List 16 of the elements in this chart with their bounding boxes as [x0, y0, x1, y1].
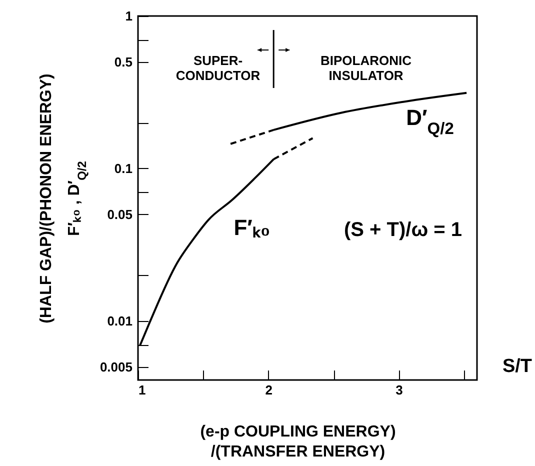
x-tick-label: 1 — [138, 382, 146, 398]
y-tick-label: 0.01 — [107, 313, 132, 328]
x-tick-label: 3 — [396, 382, 403, 398]
annotation: SUPER- CONDUCTOR — [176, 53, 261, 83]
x-axis-title: (e-p COUPLING ENERGY) /(TRANSFER ENERGY) — [200, 424, 396, 460]
y-tick-label: 0.05 — [107, 206, 132, 222]
text: S/T — [502, 356, 532, 377]
y-tick-label: 1 — [125, 8, 132, 24]
annotation: BIPOLARONIC INSULATOR — [320, 53, 412, 83]
y-tick-label: 0.5 — [114, 54, 132, 70]
y-tick-label: 0.005 — [100, 359, 132, 374]
annotation: D′$_{Q/2}$ — [406, 105, 454, 138]
y-tick-label: 0.1 — [114, 160, 132, 176]
annotation: (S + T)/ω = 1 — [344, 219, 462, 241]
annotation: F′ₖ₀ — [234, 215, 270, 240]
x-tick-label: 2 — [265, 382, 272, 398]
